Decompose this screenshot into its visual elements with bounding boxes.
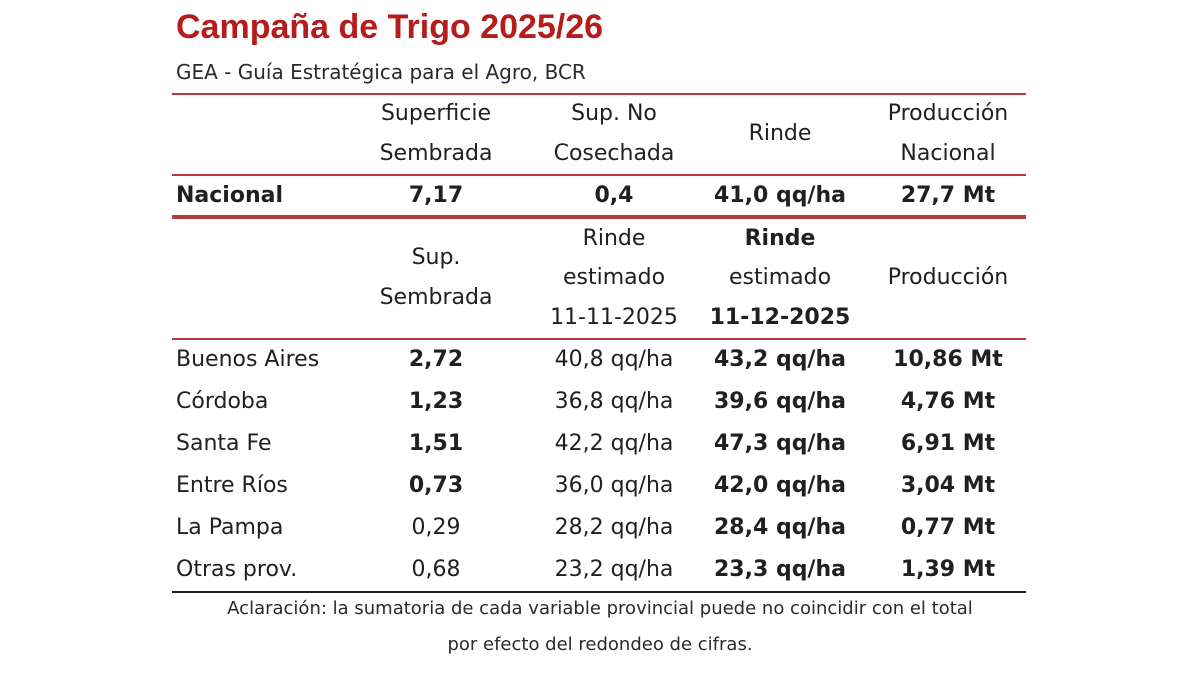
province-name: Buenos Aires — [176, 347, 320, 372]
prov-header-sup-line1: Sup. — [411, 245, 461, 270]
prov-header-rinde2-line1: Rinde — [744, 226, 816, 251]
header-superficie-line1: Superficie — [380, 101, 492, 126]
national-label: Nacional — [176, 183, 284, 208]
header-rinde: Rinde — [748, 121, 812, 146]
province-sup: 0,29 — [411, 515, 461, 540]
province-name: Entre Ríos — [176, 473, 288, 498]
prov-header-produccion: Producción — [887, 265, 1009, 290]
province-name: Córdoba — [176, 389, 269, 414]
national-rinde: 41,0 qq/ha — [714, 183, 846, 208]
national-no-cosechada: 0,4 — [594, 183, 634, 208]
province-produccion: 10,86 Mt — [893, 347, 1003, 372]
prov-header-rinde2-line2: estimado — [728, 265, 832, 290]
province-name: La Pampa — [176, 515, 284, 540]
prov-header-rinde1-date: 11-11-2025 — [550, 305, 678, 330]
province-rinde1: 40,8 qq/ha — [554, 347, 674, 372]
province-rinde2: 47,3 qq/ha — [714, 431, 846, 456]
bottom-rule — [172, 591, 1026, 593]
province-produccion: 1,39 Mt — [900, 557, 996, 582]
province-rinde1: 28,2 qq/ha — [554, 515, 674, 540]
page-subtitle: GEA - Guía Estratégica para el Agro, BCR — [176, 60, 586, 84]
prov-header-rinde2-date: 11-12-2025 — [709, 305, 851, 330]
prov-header-rinde1-line2: estimado — [562, 265, 666, 290]
footnote-line1: Aclaración: la sumatoria de cada variabl… — [227, 598, 973, 619]
province-rinde2: 23,3 qq/ha — [714, 557, 846, 582]
header-superficie-line2: Sembrada — [379, 141, 493, 166]
footnote-line2: por efecto del redondeo de cifras. — [447, 634, 753, 655]
province-sup: 1,51 — [408, 431, 464, 456]
province-rinde1: 23,2 qq/ha — [554, 557, 674, 582]
header-produccion-line1: Producción — [887, 101, 1009, 126]
province-rinde2: 42,0 qq/ha — [714, 473, 846, 498]
province-rinde1: 36,8 qq/ha — [554, 389, 674, 414]
national-sup: 7,17 — [408, 183, 464, 208]
header-no-cosechada-line1: Sup. No — [571, 101, 657, 126]
prov-header-sup-line2: Sembrada — [379, 285, 493, 310]
province-produccion: 6,91 Mt — [900, 431, 996, 456]
province-sup: 1,23 — [408, 389, 464, 414]
header-produccion-line2: Nacional — [900, 141, 996, 166]
province-produccion: 0,77 Mt — [900, 515, 996, 540]
province-sup: 0,68 — [411, 557, 461, 582]
page-title: Campaña de Trigo 2025/26 — [176, 8, 604, 46]
province-name: Santa Fe — [176, 431, 272, 456]
top-rule — [172, 93, 1026, 95]
national-bottom-rule — [172, 215, 1026, 219]
province-produccion: 4,76 Mt — [900, 389, 996, 414]
province-rinde1: 36,0 qq/ha — [554, 473, 674, 498]
province-top-rule — [172, 338, 1026, 340]
national-produccion: 27,7 Mt — [900, 183, 996, 208]
province-sup: 2,72 — [408, 347, 464, 372]
prov-header-rinde1-line1: Rinde — [582, 226, 646, 251]
province-sup: 0,73 — [408, 473, 464, 498]
province-rinde2: 28,4 qq/ha — [714, 515, 846, 540]
province-rinde2: 43,2 qq/ha — [714, 347, 846, 372]
province-rinde2: 39,6 qq/ha — [714, 389, 846, 414]
header-no-cosechada-line2: Cosechada — [553, 141, 675, 166]
province-name: Otras prov. — [176, 557, 298, 582]
province-produccion: 3,04 Mt — [900, 473, 996, 498]
national-top-rule — [172, 174, 1026, 176]
province-rinde1: 42,2 qq/ha — [554, 431, 674, 456]
